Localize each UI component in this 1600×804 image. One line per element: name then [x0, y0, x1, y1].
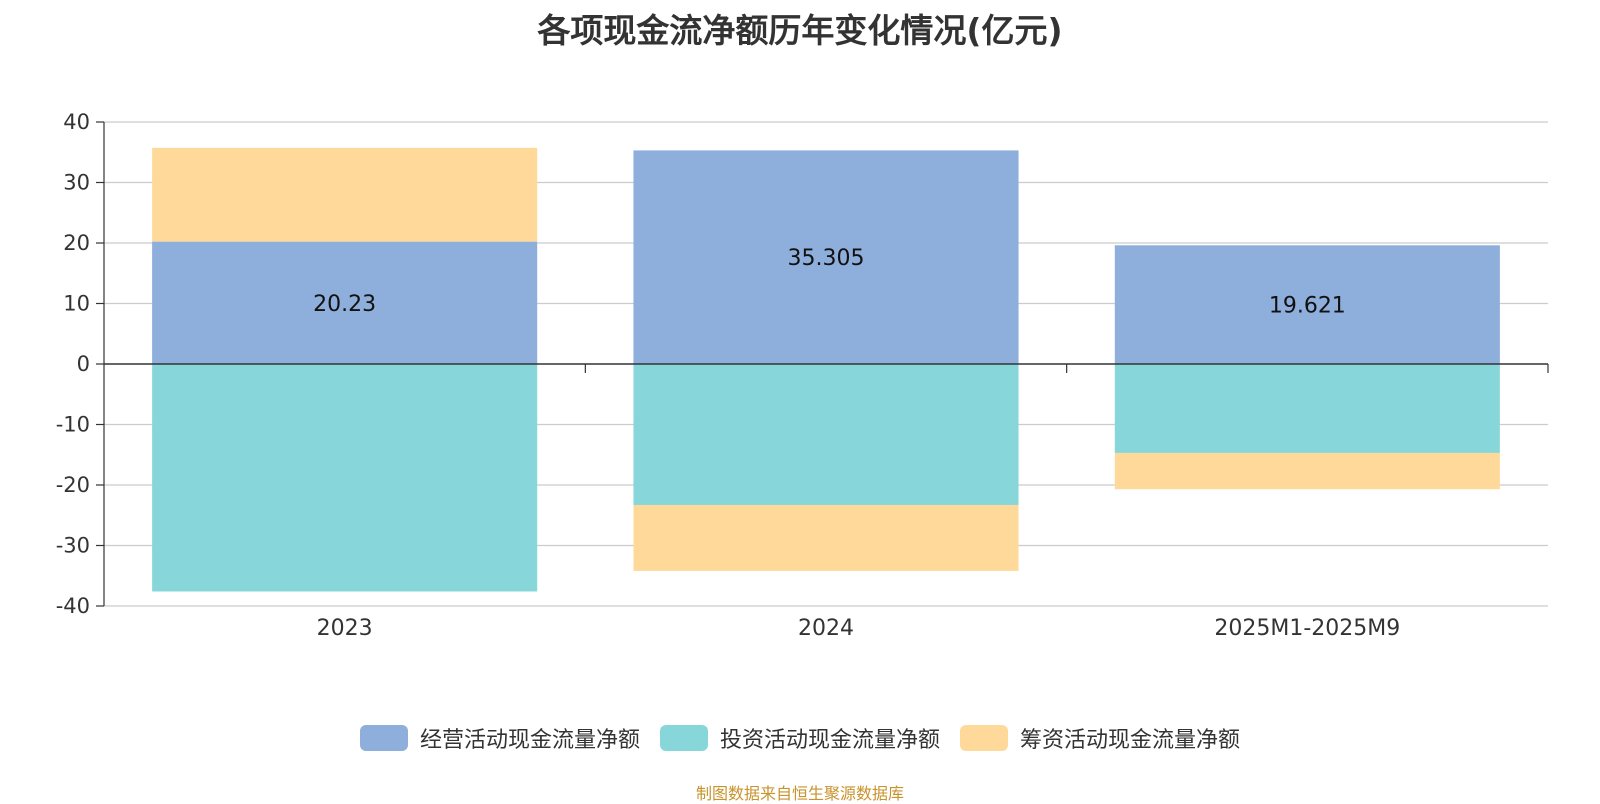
- bar-data-label: 35.305: [788, 246, 865, 271]
- bar-data-label: 19.621: [1269, 294, 1346, 319]
- stacked-bar-chart: 40 30 20 10 0 -10 -20 -30 -40 20.23 2023 35.305 2024…: [56, 110, 1549, 641]
- legend-item-operating[interactable]: 经营活动现金流量净额: [359, 722, 640, 754]
- bar-1-0: [152, 364, 538, 592]
- bar-1-1: [633, 364, 1019, 505]
- bar-0-0: [152, 241, 538, 364]
- y-tick-label: -10: [56, 413, 90, 437]
- y-tick-label: 0: [77, 352, 90, 376]
- bar-0-1: [633, 150, 1019, 364]
- legend-item-investing[interactable]: 投资活动现金流量净额: [659, 722, 940, 754]
- source-note: 制图数据来自恒生聚源数据库: [695, 784, 904, 803]
- legend-swatch-operating: [359, 725, 408, 751]
- legend-item-financing[interactable]: 筹资活动现金流量净额: [960, 722, 1240, 754]
- legend: 经营活动现金流量净额 投资活动现金流量净额 筹资活动现金流量净额: [0, 722, 1600, 754]
- x-tick-label: 2024: [798, 616, 854, 641]
- bar-0-2: [1114, 245, 1500, 364]
- y-tick-label: -20: [56, 473, 90, 497]
- x-tick-label: 2023: [317, 616, 373, 641]
- legend-swatch-investing: [659, 725, 708, 751]
- x-tick-label: 2025M1-2025M9: [1214, 616, 1400, 641]
- legend-label-investing: 投资活动现金流量净额: [719, 728, 940, 753]
- y-tick-label: -40: [56, 594, 90, 618]
- legend-swatch-financing: [960, 725, 1008, 751]
- bar-1-2: [1114, 364, 1500, 453]
- y-tick-label: 20: [63, 231, 90, 255]
- legend-label-operating: 经营活动现金流量净额: [419, 728, 640, 753]
- chart-title: 各项现金流净额历年变化情况(亿元): [537, 11, 1063, 50]
- y-tick-label: -30: [56, 534, 90, 558]
- bar-2-0: [152, 147, 538, 242]
- bar-2-1: [633, 504, 1019, 571]
- y-tick-label: 40: [63, 110, 90, 134]
- bar-data-label: 20.23: [313, 292, 376, 317]
- y-tick-label: 10: [63, 292, 90, 316]
- y-tick-label: 30: [63, 171, 90, 195]
- legend-label-financing: 筹资活动现金流量净额: [1020, 728, 1241, 753]
- bar-2-2: [1114, 452, 1500, 490]
